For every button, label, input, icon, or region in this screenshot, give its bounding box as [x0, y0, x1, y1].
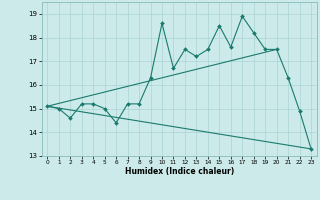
X-axis label: Humidex (Indice chaleur): Humidex (Indice chaleur): [124, 167, 234, 176]
